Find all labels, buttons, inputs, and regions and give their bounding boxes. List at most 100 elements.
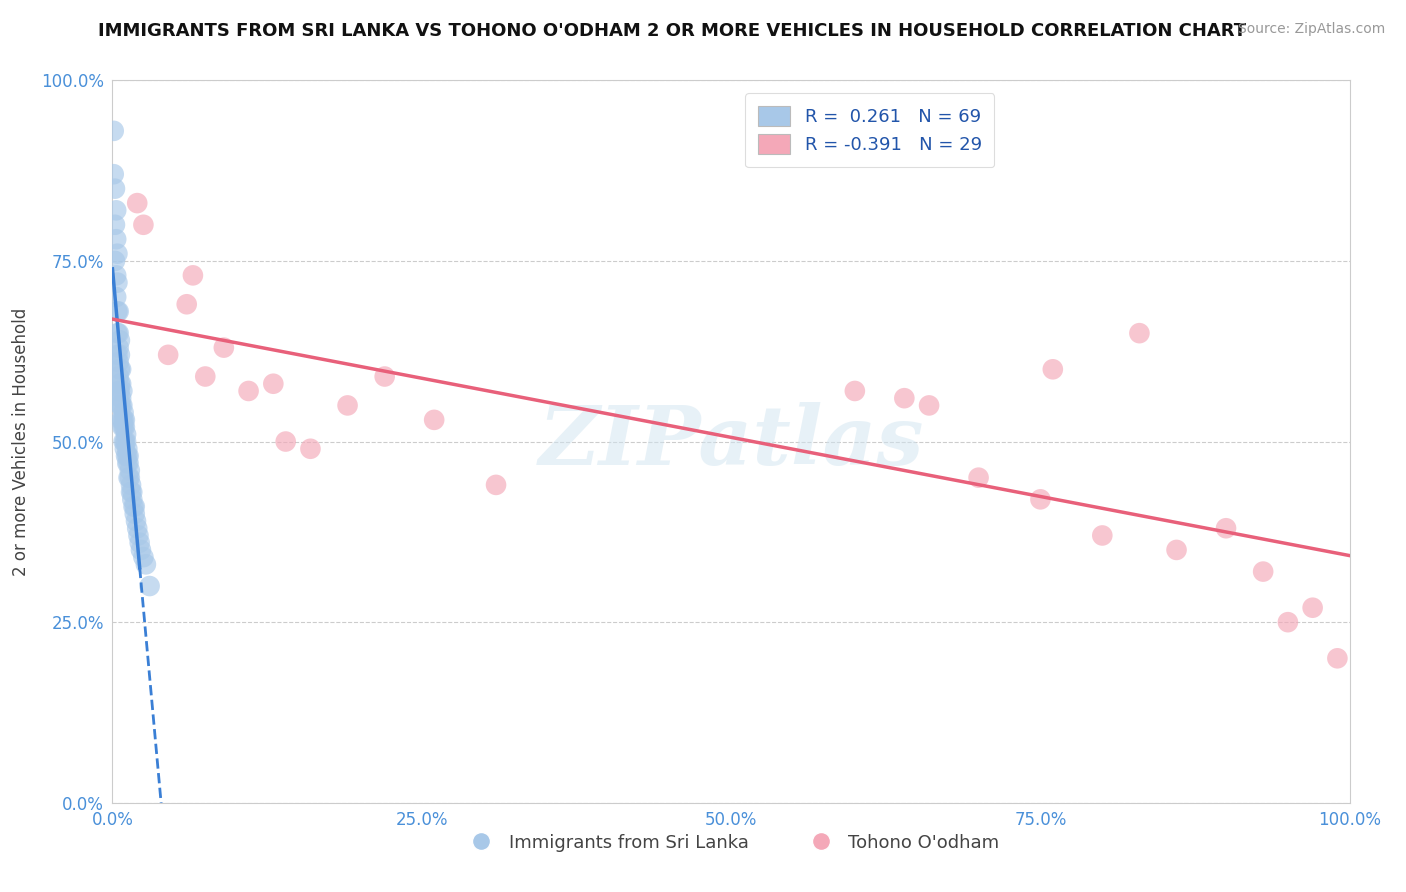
Point [135, 558, 157, 572]
Point [918, 398, 941, 412]
Point [120, 478, 142, 492]
Point [110, 376, 132, 391]
Point [118, 463, 141, 477]
Point [1091, 528, 1114, 542]
Point [485, 478, 508, 492]
Text: ZIPatlas: ZIPatlas [538, 401, 924, 482]
Point [108, 348, 131, 362]
Point [114, 420, 136, 434]
Point [238, 384, 260, 398]
Point [107, 369, 129, 384]
Point [121, 485, 143, 500]
Point [118, 470, 141, 484]
Point [127, 196, 149, 211]
Point [1128, 326, 1150, 340]
Point [117, 442, 139, 456]
Point [107, 326, 129, 340]
Point [194, 369, 217, 384]
Point [1277, 615, 1299, 630]
Point [107, 341, 129, 355]
Point [112, 420, 135, 434]
Point [105, 203, 128, 218]
Point [114, 434, 136, 449]
Point [108, 334, 131, 348]
Point [1029, 492, 1052, 507]
Point [110, 398, 132, 412]
Point [108, 384, 131, 398]
Point [117, 470, 139, 484]
Point [107, 304, 129, 318]
Point [110, 362, 132, 376]
Point [115, 427, 138, 442]
Point [112, 434, 135, 449]
Point [132, 218, 155, 232]
Point [122, 500, 145, 514]
Point [107, 326, 129, 340]
Point [157, 348, 180, 362]
Point [107, 355, 129, 369]
Point [121, 492, 143, 507]
Point [115, 449, 138, 463]
Point [1166, 542, 1188, 557]
Point [127, 521, 149, 535]
Point [176, 297, 198, 311]
Point [117, 449, 139, 463]
Point [893, 391, 915, 405]
Point [105, 268, 128, 283]
Point [181, 268, 204, 283]
Point [117, 449, 139, 463]
Point [967, 470, 990, 484]
Point [104, 218, 127, 232]
Point [114, 413, 136, 427]
Point [111, 413, 134, 427]
Point [423, 413, 446, 427]
Point [1326, 651, 1348, 665]
Point [1042, 362, 1064, 376]
Point [112, 413, 135, 427]
Point [117, 456, 139, 470]
Point [299, 442, 322, 456]
Point [120, 485, 142, 500]
Point [336, 398, 359, 412]
Point [117, 456, 139, 470]
Point [105, 290, 128, 304]
Point [125, 514, 148, 528]
Point [124, 500, 146, 514]
Point [212, 341, 235, 355]
Point [374, 369, 396, 384]
Text: IMMIGRANTS FROM SRI LANKA VS TOHONO O'ODHAM 2 OR MORE VEHICLES IN HOUSEHOLD CORR: IMMIGRANTS FROM SRI LANKA VS TOHONO O'OD… [98, 22, 1247, 40]
Point [110, 391, 132, 405]
Point [1251, 565, 1274, 579]
Point [111, 384, 134, 398]
Point [262, 376, 284, 391]
Point [138, 579, 160, 593]
Point [132, 550, 155, 565]
Point [107, 246, 129, 260]
Point [104, 253, 127, 268]
Point [107, 276, 129, 290]
Point [844, 384, 866, 398]
Point [274, 434, 297, 449]
Point [111, 398, 134, 412]
Point [104, 182, 127, 196]
Point [129, 542, 152, 557]
Text: Source: ZipAtlas.com: Source: ZipAtlas.com [1237, 22, 1385, 37]
Point [124, 507, 146, 521]
Point [107, 348, 129, 362]
Point [110, 413, 132, 427]
Point [111, 420, 134, 434]
Point [1215, 521, 1237, 535]
Point [107, 384, 129, 398]
Point [128, 535, 150, 549]
Point [105, 232, 128, 246]
Point [103, 167, 125, 181]
Point [107, 304, 129, 318]
Point [108, 362, 131, 376]
Point [103, 124, 125, 138]
Point [112, 406, 135, 420]
Point [1302, 600, 1324, 615]
Legend: Immigrants from Sri Lanka, Tohono O'odham: Immigrants from Sri Lanka, Tohono O'odha… [456, 826, 1007, 859]
Point [115, 434, 138, 449]
Point [108, 398, 131, 412]
Point [127, 528, 149, 542]
